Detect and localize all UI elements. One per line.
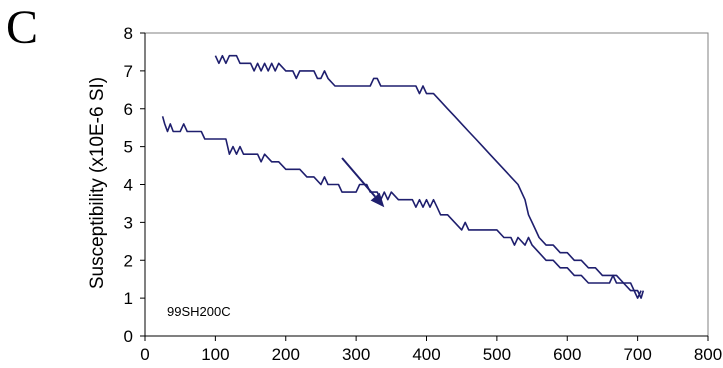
y-axis-label: Susceptibility (x10E-6 SI) bbox=[87, 77, 108, 289]
x-tick-label: 100 bbox=[201, 345, 229, 364]
y-tick-label: 6 bbox=[124, 100, 133, 119]
y-tick-label: 8 bbox=[124, 24, 133, 43]
arrow-shaft bbox=[341, 157, 376, 198]
plot-area-frame bbox=[144, 32, 709, 337]
sample-annotation: 99SH200C bbox=[167, 304, 231, 319]
x-tick-label: 200 bbox=[272, 345, 300, 364]
x-tick-label: 400 bbox=[412, 345, 440, 364]
panel-label: C bbox=[6, 1, 39, 54]
y-tick-label: 2 bbox=[124, 251, 133, 270]
x-tick-label: 700 bbox=[623, 345, 651, 364]
x-tick-label: 500 bbox=[483, 345, 511, 364]
series-line-2 bbox=[161, 116, 645, 299]
arrow-head bbox=[370, 192, 385, 208]
y-tick-label: 5 bbox=[124, 138, 133, 157]
series-line-1 bbox=[214, 54, 642, 299]
x-tick-label: 800 bbox=[694, 345, 722, 364]
y-tick-label: 7 bbox=[124, 62, 133, 81]
y-tick-label: 4 bbox=[124, 176, 133, 195]
x-tick-label: 0 bbox=[140, 345, 149, 364]
x-tick-label: 300 bbox=[342, 345, 370, 364]
y-tick-label: 0 bbox=[124, 327, 133, 346]
y-tick-label: 3 bbox=[124, 213, 133, 232]
x-tick-label: 600 bbox=[553, 345, 581, 364]
y-tick-label: 1 bbox=[124, 289, 133, 308]
